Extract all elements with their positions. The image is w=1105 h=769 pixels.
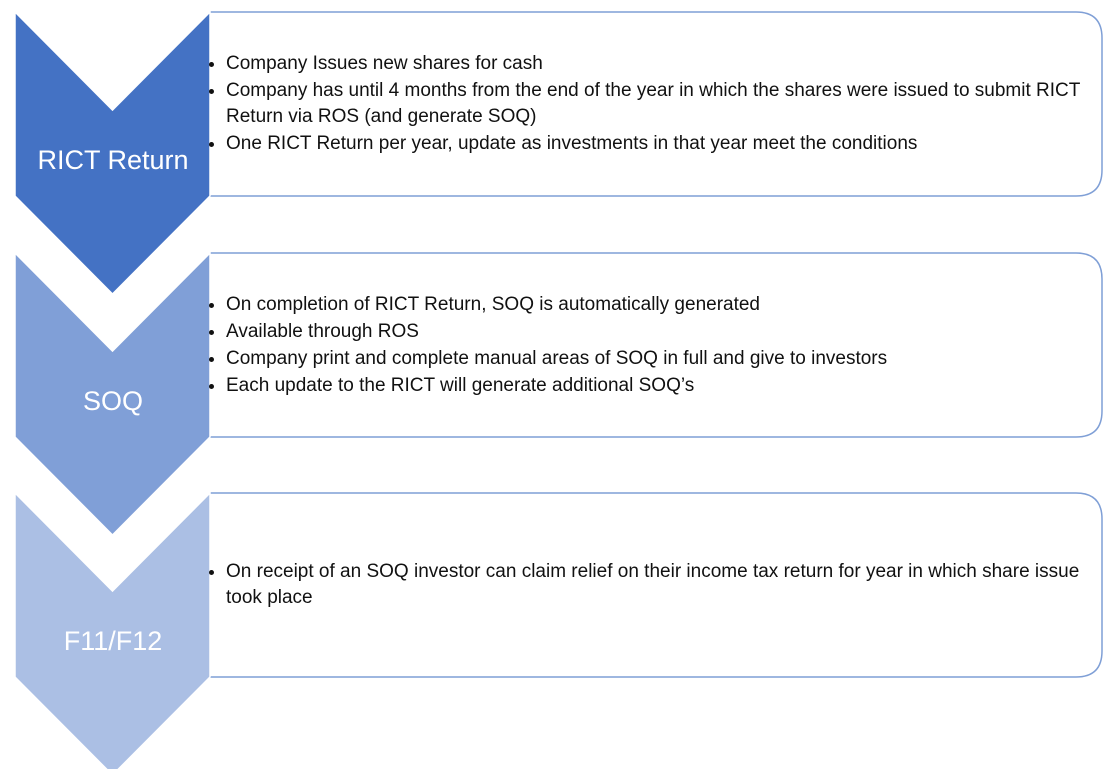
bullet: Available through ROS (226, 319, 1094, 345)
bullet: Company has until 4 months from the end … (226, 78, 1094, 130)
step-box (210, 492, 1103, 678)
bullet: On completion of RICT Return, SOQ is aut… (226, 292, 1094, 318)
bullet-list: On receipt of an SOQ investor can claim … (214, 558, 1094, 612)
step-label: RICT Return (37, 145, 189, 175)
bullet: One RICT Return per year, update as inve… (226, 131, 1094, 157)
step-text: On receipt of an SOQ investor can claim … (214, 493, 1094, 677)
step-box (210, 11, 1103, 197)
bullet: Company Issues new shares for cash (226, 51, 1094, 77)
bullet: On receipt of an SOQ investor can claim … (226, 559, 1094, 611)
step-box (210, 252, 1103, 438)
bullet: Each update to the RICT will generate ad… (226, 373, 1094, 399)
step-label: SOQ (82, 386, 143, 416)
step-text: On completion of RICT Return, SOQ is aut… (214, 253, 1094, 437)
step-text: Company Issues new shares for cashCompan… (214, 12, 1094, 196)
chevron (14, 251, 211, 537)
bullet: Company print and complete manual areas … (226, 346, 1094, 372)
chevron (14, 491, 211, 769)
bullet-list: On completion of RICT Return, SOQ is aut… (214, 291, 1094, 400)
step-label: F11/F12 (63, 626, 163, 656)
chevron (14, 10, 211, 296)
bullet-list: Company Issues new shares for cashCompan… (214, 50, 1094, 158)
